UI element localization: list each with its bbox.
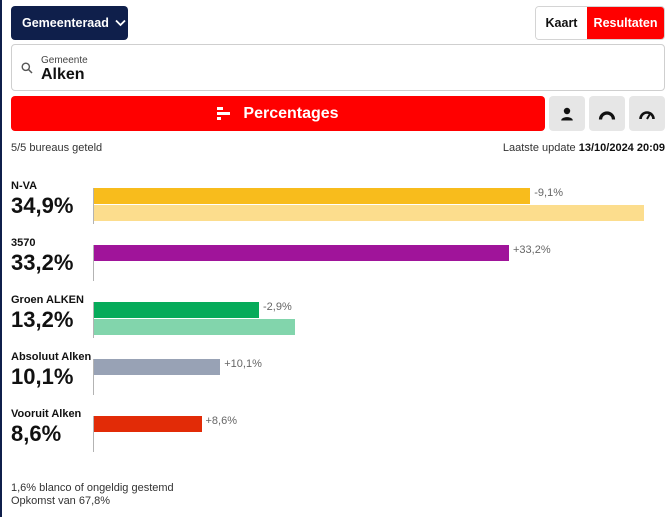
election-type-label: Gemeenteraad: [22, 16, 109, 30]
kaart-toggle-button[interactable]: Kaart: [536, 7, 587, 39]
party-percentage: 34,9%: [11, 193, 74, 218]
gauge-view-button[interactable]: [629, 96, 665, 131]
party-row: Vooruit Alken 8,6% +8,6%: [11, 408, 661, 465]
current-result-bar: [94, 188, 531, 204]
delta-label: +33,2%: [513, 244, 551, 256]
left-edge-rule: [0, 0, 2, 517]
blanco-note: 1,6% blanco of ongeldig gestemd: [11, 482, 174, 494]
party-row: Groen ALKEN 13,2% -2,9%: [11, 294, 661, 351]
previous-result-bar: [94, 319, 296, 335]
party-name: Vooruit Alken: [11, 408, 82, 420]
bar-chart-icon: [217, 107, 231, 120]
percentages-button[interactable]: Percentages: [11, 96, 545, 131]
last-update-value: 13/10/2024 20:09: [578, 142, 665, 154]
percentages-label: Percentages: [243, 104, 339, 122]
resultaten-toggle-button[interactable]: Resultaten: [587, 7, 664, 39]
bar-baseline: [93, 416, 94, 452]
party-name: Groen ALKEN: [11, 294, 84, 306]
seats-view-button[interactable]: [549, 96, 585, 131]
delta-label: -9,1%: [534, 187, 563, 199]
delta-label: +8,6%: [205, 415, 238, 427]
party-row: 3570 33,2% +33,2%: [11, 237, 661, 294]
hemicycle-view-button[interactable]: [589, 96, 625, 131]
party-row: Absoluut Alken 10,1% +10,1%: [11, 351, 661, 408]
hemicycle-icon: [598, 110, 616, 120]
current-result-bar: [94, 302, 259, 318]
bar-baseline: [93, 302, 94, 338]
party-row: N-VA 34,9% -9,1%: [11, 180, 661, 237]
party-percentage: 13,2%: [11, 307, 74, 332]
person-icon: [561, 107, 573, 120]
party-name: Absoluut Alken: [11, 351, 92, 363]
party-percentage: 33,2%: [11, 250, 74, 275]
search-icon: [21, 62, 33, 74]
last-update-label: Laatste update: [502, 142, 576, 154]
party-name: 3570: [11, 237, 36, 249]
bar-baseline: [93, 359, 94, 395]
opkomst-note: Opkomst van 67,8%: [11, 495, 111, 507]
election-type-dropdown[interactable]: Gemeenteraad: [11, 6, 128, 40]
chevron-down-icon: [115, 19, 126, 27]
current-result-bar: [94, 245, 509, 261]
counted-status: 5/5 bureaus geteld: [11, 142, 103, 154]
delta-label: -2,9%: [263, 301, 292, 313]
current-result-bar: [94, 359, 221, 375]
delta-label: +10,1%: [224, 358, 262, 370]
gauge-icon: [639, 110, 655, 120]
party-name: N-VA: [11, 180, 38, 192]
bar-baseline: [93, 188, 94, 224]
current-result-bar: [94, 416, 202, 432]
municipality-search[interactable]: Gemeente Alken: [11, 44, 665, 91]
search-field-value: Alken: [41, 66, 85, 83]
previous-result-bar: [94, 205, 644, 221]
last-update: Laatste update 13/10/2024 20:09: [503, 142, 665, 154]
bar-baseline: [93, 245, 94, 281]
party-percentage: 10,1%: [11, 364, 74, 389]
view-toggle: Kaart Resultaten: [535, 6, 665, 40]
footer: 1,6% blanco of ongeldig gestemd Opkomst …: [11, 482, 174, 508]
search-field-label: Gemeente: [41, 55, 88, 66]
party-percentage: 8,6%: [11, 421, 62, 446]
